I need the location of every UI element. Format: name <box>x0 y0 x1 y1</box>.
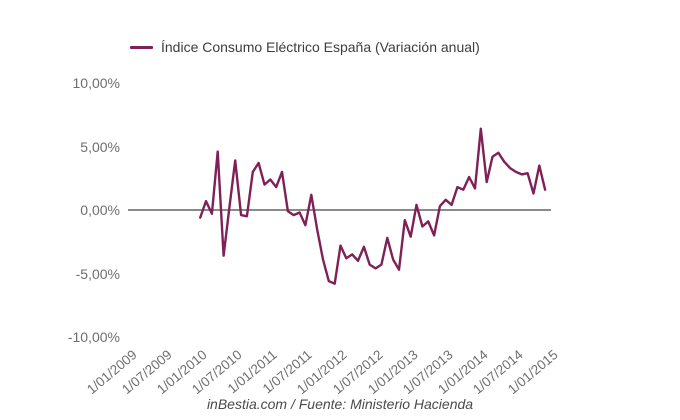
y-axis-tick-label: -10,00% <box>67 329 120 345</box>
legend-line-swatch <box>130 45 153 49</box>
y-axis-tick-label: 5,00% <box>80 138 120 155</box>
series-line <box>198 127 547 285</box>
y-axis-tick-label: -5,00% <box>75 265 120 282</box>
legend: Índice Consumo Eléctrico España (Variaci… <box>130 39 480 55</box>
legend-label: Índice Consumo Eléctrico España (Variaci… <box>161 39 480 55</box>
y-axis-tick-label: 10,00% <box>72 75 120 91</box>
footer-credit: inBestia.com / Fuente: Ministerio Hacien… <box>206 396 474 412</box>
y-axis-tick-label: 0,00% <box>80 202 120 218</box>
